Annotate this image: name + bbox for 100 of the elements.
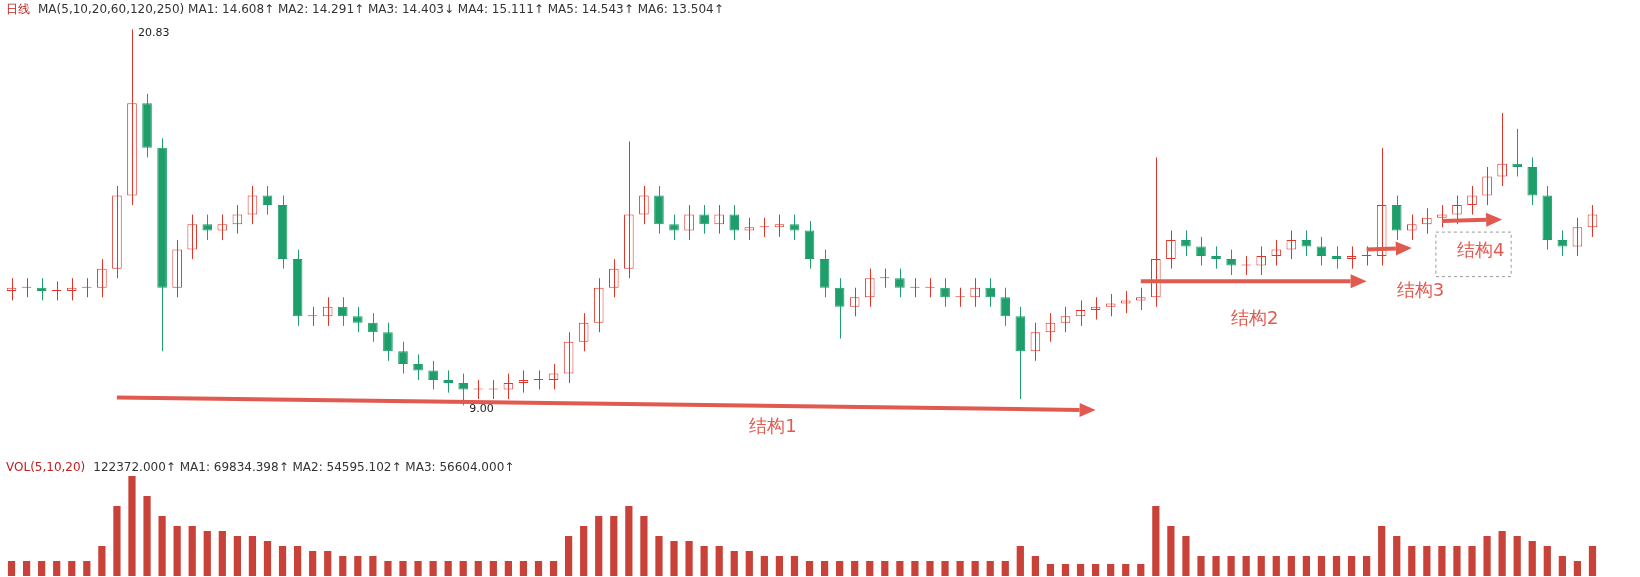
bar — [971, 561, 979, 576]
bar — [68, 561, 76, 576]
bar — [1182, 536, 1190, 576]
candlestick — [127, 28, 137, 206]
bar — [369, 556, 377, 576]
bar — [1302, 556, 1311, 576]
bar — [1031, 556, 1039, 576]
text: 结构1 — [749, 415, 797, 437]
bar — [1438, 546, 1446, 576]
candlestick — [1166, 230, 1176, 270]
bar — [1272, 556, 1280, 576]
candlestick — [654, 185, 664, 235]
bar — [1137, 564, 1145, 576]
chart-subtitle: 122372.000↑ MA1: 69834.398↑ MA2: 54595.102↑ MA3: 56604.000↑ — [93, 460, 515, 474]
candlestick — [1527, 156, 1538, 206]
bar — [53, 561, 61, 576]
annotation: 9.00 — [469, 402, 494, 416]
candlestick — [1196, 236, 1206, 266]
bar — [896, 561, 904, 576]
bar — [504, 561, 513, 576]
bar — [1212, 556, 1220, 576]
candlestick — [112, 185, 122, 279]
bar — [1001, 561, 1009, 576]
bar — [1498, 531, 1506, 576]
bar — [293, 546, 302, 576]
bar — [805, 561, 814, 576]
bar — [173, 526, 181, 576]
bar — [1287, 556, 1295, 576]
bar — [1197, 556, 1205, 576]
bar — [22, 561, 31, 576]
candlestick — [217, 214, 228, 241]
candlestick — [864, 268, 875, 308]
bar — [1483, 536, 1491, 576]
bar — [911, 561, 919, 576]
bar — [98, 546, 106, 576]
bar — [866, 561, 874, 576]
bar — [926, 561, 934, 576]
bar — [1107, 564, 1115, 576]
candlestick — [1542, 185, 1553, 251]
bar — [790, 556, 799, 576]
bar — [1016, 546, 1024, 576]
bar — [820, 561, 829, 576]
candlestick — [608, 258, 619, 298]
bar — [851, 561, 859, 576]
bar — [1453, 546, 1461, 576]
bar — [339, 556, 347, 576]
candlestick — [624, 141, 634, 279]
bar — [1046, 564, 1055, 576]
bar — [218, 531, 226, 576]
bar — [233, 536, 241, 576]
bar — [143, 496, 151, 576]
candlestick — [593, 277, 604, 333]
bar — [941, 561, 949, 576]
bar — [1543, 546, 1551, 576]
bar — [1378, 526, 1386, 576]
bar — [474, 561, 482, 576]
candlestick — [97, 258, 107, 298]
bar — [1347, 556, 1356, 576]
bar — [655, 536, 663, 576]
bar — [1573, 561, 1582, 576]
bar — [158, 516, 166, 576]
candlestick — [187, 214, 198, 260]
bar — [384, 561, 392, 576]
candlestick — [1000, 287, 1011, 327]
bar — [1468, 546, 1476, 576]
candlestick — [639, 185, 649, 225]
bar — [113, 506, 121, 576]
candlestick — [1406, 214, 1417, 241]
bar — [1257, 556, 1265, 576]
bar — [444, 561, 452, 576]
candlestick — [669, 214, 679, 241]
annotation: 结构4 — [1456, 238, 1505, 260]
bar — [760, 556, 768, 576]
candlestick — [383, 322, 393, 362]
bar — [986, 561, 994, 576]
candlestick — [172, 239, 182, 298]
bar — [549, 561, 558, 576]
bar — [248, 536, 257, 576]
annotation: 结构2 — [1231, 307, 1279, 329]
bar — [640, 516, 648, 576]
bar — [1076, 564, 1085, 576]
chart-title: VOL(5,10,20) — [6, 460, 86, 474]
bar — [580, 526, 588, 576]
bar — [1242, 556, 1250, 576]
bar — [1408, 546, 1416, 576]
chart-subtitle: MA(5,10,20,60,120,250) MA1: 14.608↑ MA2: 14.291↑ MA3: 14.403↓ MA4: 15.111↑ MA5: 14.543↑ MA6: 13.504↑ — [38, 2, 724, 16]
bar — [519, 561, 528, 576]
candlestick — [789, 214, 800, 241]
bar — [278, 546, 287, 576]
bar — [1423, 546, 1431, 576]
candlestick — [895, 268, 905, 298]
bar — [489, 561, 497, 576]
bar — [429, 561, 437, 576]
bar — [354, 556, 362, 576]
bar — [1061, 564, 1070, 576]
bar — [1588, 546, 1597, 576]
bar — [399, 561, 407, 576]
candlestick — [1482, 166, 1492, 206]
annotation: 20.83 — [137, 26, 170, 40]
bar — [1363, 556, 1371, 576]
